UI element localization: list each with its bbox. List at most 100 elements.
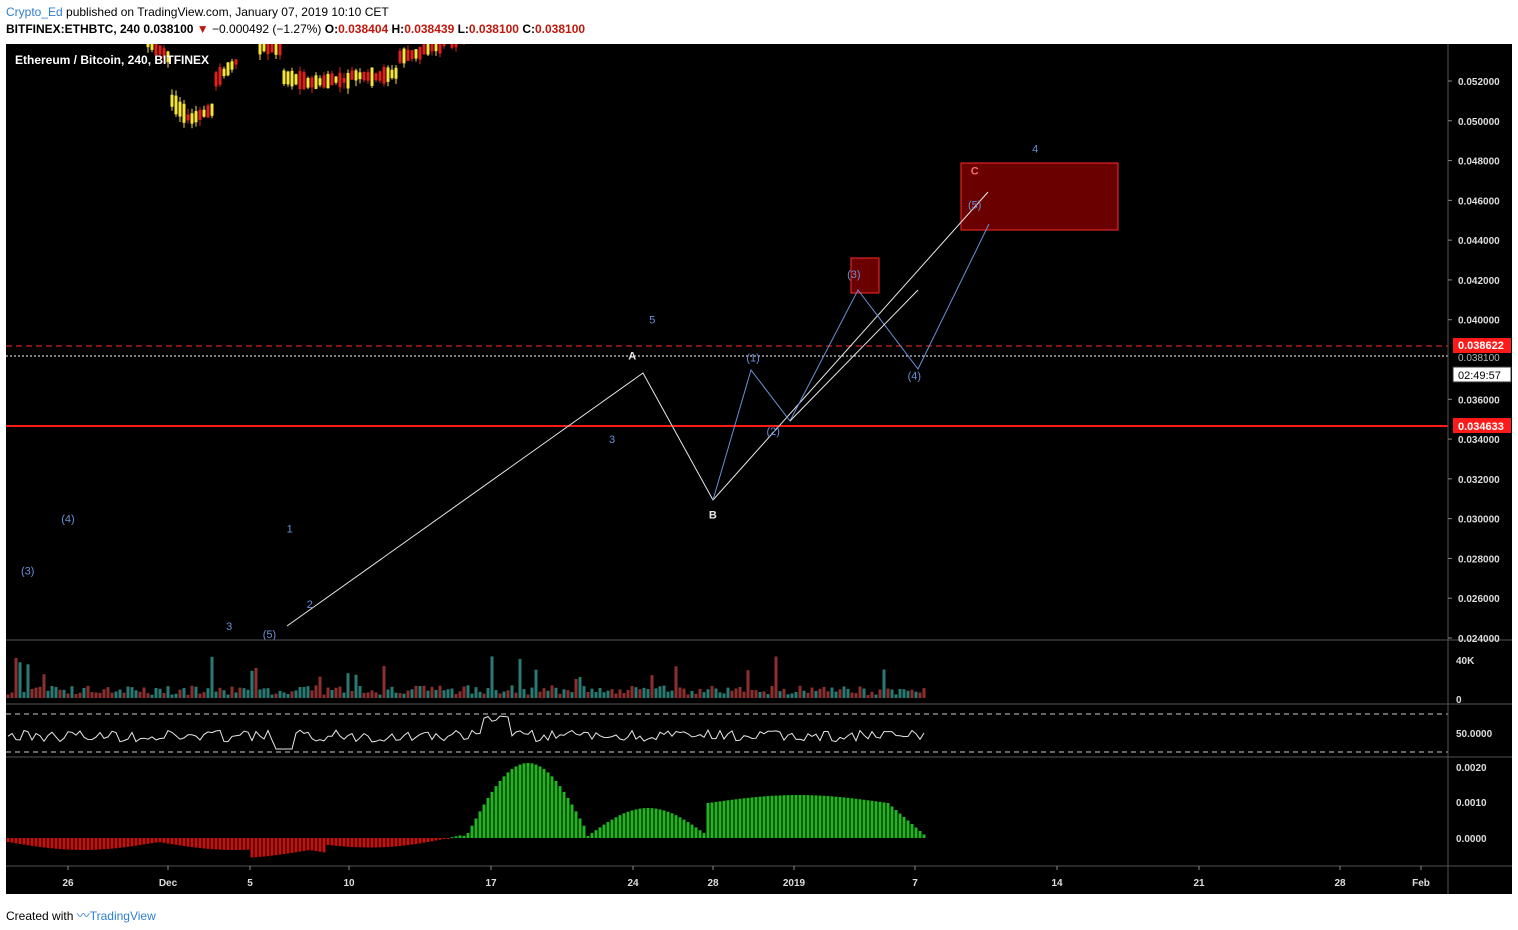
volume-bar (550, 685, 554, 698)
macd-bar (514, 766, 518, 838)
macd-bar (462, 835, 466, 838)
open-value: 0.038404 (338, 22, 389, 36)
wave-major-path (286, 191, 989, 627)
macd-bar (222, 838, 226, 850)
open-label: O: (324, 22, 339, 36)
macd-bar (30, 838, 34, 846)
macd-bar (894, 810, 898, 838)
macd-bar (710, 802, 714, 838)
time-tick-label: Feb (1412, 878, 1430, 889)
macd-bar (406, 838, 410, 846)
macd-bar (394, 838, 398, 847)
macd-bar (590, 833, 594, 838)
macd-bar (786, 795, 790, 838)
time-tick-label: 28 (1334, 878, 1346, 889)
price-tick-label: 0.036000 (1458, 395, 1500, 406)
chart-svg[interactable]: (4) (3) 1 2 3 (5) A 3 5 B (1) (2) (3) (4) (5) C 4 Ethere… (6, 0, 1512, 894)
candle-body (422, 39, 426, 55)
candle-body (434, 40, 438, 52)
price-axis[interactable]: 0.052000 0.050000 0.048000 0.046000 0.044000… (1448, 77, 1500, 645)
macd-bar (182, 838, 186, 847)
volume-bar (650, 675, 654, 698)
price-tick-label: 0.050000 (1458, 117, 1500, 128)
volume-bar (530, 687, 534, 698)
author-link[interactable]: Crypto_Ed (6, 5, 63, 19)
volume-bar (318, 676, 322, 698)
macd-bar (866, 800, 870, 838)
volume-bar (174, 693, 178, 698)
macd-bar (170, 838, 174, 845)
macd-bar (230, 838, 234, 850)
macd-bar (594, 830, 598, 838)
volume-bar (794, 691, 798, 698)
wave-label: 4 (1032, 144, 1038, 156)
chart-area[interactable]: (4) (3) 1 2 3 (5) A 3 5 B (1) (2) (3) (4) (5) C 4 Ethere… (6, 0, 1512, 894)
macd-bar (418, 838, 422, 844)
volume-bar (166, 686, 170, 698)
volume-bar (506, 690, 510, 698)
candle-body (450, 29, 454, 48)
macd-bar (810, 795, 814, 838)
macd-bar (102, 838, 106, 850)
volume-bar (222, 690, 226, 698)
macd-bar (574, 811, 578, 838)
macd-bar (730, 799, 734, 838)
volume-bar (426, 690, 430, 698)
macd-bar (162, 838, 166, 843)
macd-bar (262, 838, 266, 857)
high-value: 0.038439 (404, 22, 455, 36)
macd-bar (814, 795, 818, 838)
volume-bar (606, 690, 610, 698)
volume-bar (230, 686, 234, 698)
target-box-3 (850, 257, 880, 294)
macd-bar (750, 797, 754, 838)
volume-bar (738, 686, 742, 698)
time-axis[interactable]: 26 Dec 5 10 17 24 28 2019 7 14 21 28 Feb (62, 866, 1430, 889)
price-tick-label: 0.028000 (1458, 554, 1500, 565)
ohlc-header: BITFINEX:ETHBTC, 240 0.038100 ▼ −0.00049… (6, 22, 585, 36)
target-box-c (960, 162, 1119, 231)
candle-body (166, 51, 170, 63)
macd-bar (414, 838, 418, 844)
macd-bar (818, 795, 822, 838)
macd-bar (6, 838, 10, 842)
macd-bar (502, 776, 506, 838)
wave-channel-line (789, 289, 919, 422)
macd-bar (454, 836, 458, 838)
time-tick-label: 14 (1051, 878, 1063, 889)
candle-body (418, 46, 422, 60)
volume-bar (442, 690, 446, 698)
macd-bar (778, 795, 782, 838)
macd-bar (42, 838, 46, 848)
volume-bar (342, 692, 346, 698)
macd-bar (766, 796, 770, 838)
macd-bar (538, 766, 542, 838)
volume-bar (870, 691, 874, 698)
macd-bar (330, 838, 334, 846)
volume-bar (378, 694, 382, 698)
wave-label: (3) (847, 269, 860, 281)
macd-bar (422, 838, 426, 843)
volume-bar (582, 686, 586, 698)
macd-bar (318, 838, 322, 852)
tradingview-link[interactable]: TradingView (89, 909, 156, 923)
macd-bar (746, 797, 750, 838)
wave-label: (4) (908, 370, 921, 382)
volume-bar (86, 685, 90, 698)
macd-bar (806, 795, 810, 838)
candle-body (282, 70, 286, 84)
volume-bar (654, 688, 658, 698)
macd-bar (882, 802, 886, 838)
volume-bar (430, 686, 434, 698)
macd-bar (682, 819, 686, 838)
volume-bar (306, 686, 310, 698)
macd-bar (794, 795, 798, 838)
volume-bar (454, 693, 458, 698)
volume-bar (198, 693, 202, 698)
candle-body (334, 76, 338, 83)
macd-bar (666, 811, 670, 838)
macd-bar (910, 824, 914, 838)
wave-label: (5) (968, 199, 981, 211)
macd-bar (486, 798, 490, 838)
volume-bar (758, 692, 762, 698)
